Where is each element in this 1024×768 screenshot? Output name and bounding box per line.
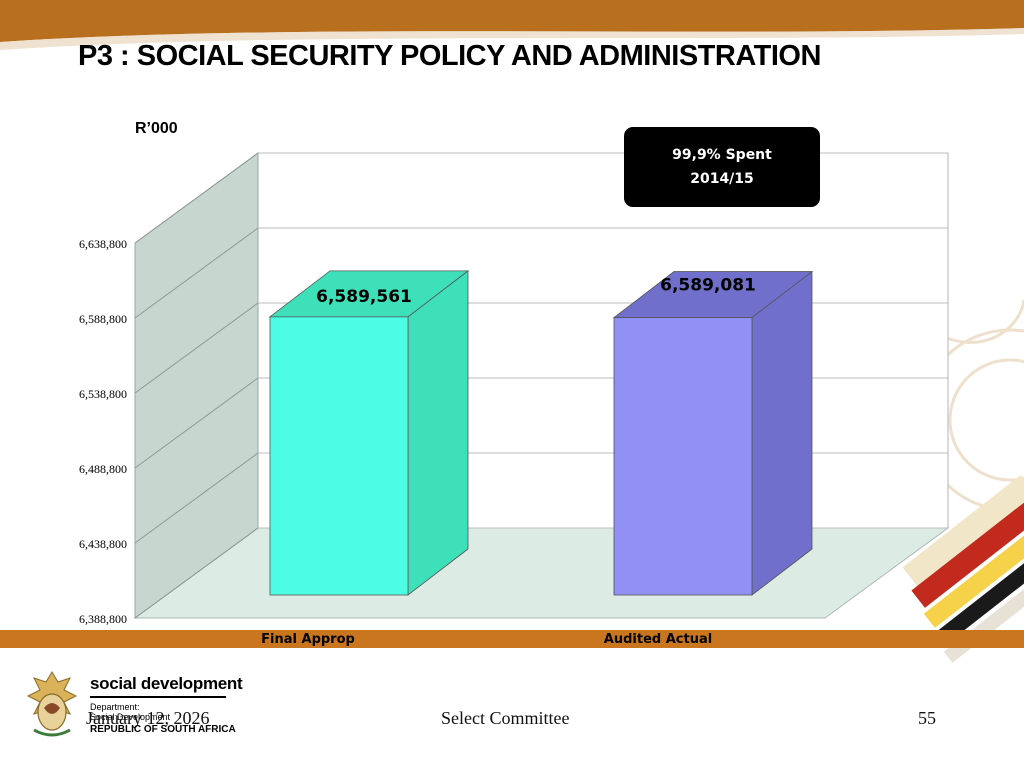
data-label: 6,589,081 — [660, 276, 756, 296]
bar — [269, 316, 409, 596]
unit-label: R’000 — [135, 120, 178, 137]
y-tick-label: 6,488,800 — [79, 462, 127, 476]
y-tick-label: 6,438,800 — [79, 537, 127, 551]
slide-title: P3 : SOCIAL SECURITY POLICY AND ADMINIST… — [78, 40, 821, 72]
gridline-side — [134, 152, 259, 244]
chart-floor — [133, 527, 950, 619]
y-tick-label: 6,638,800 — [79, 237, 127, 251]
footer-date: January 12, 2026 — [86, 708, 210, 728]
x-tick-label: Audited Actual — [604, 632, 712, 647]
coat-of-arms-icon — [26, 671, 78, 737]
gridline-side — [134, 302, 259, 394]
callout-year: 2014/15 — [690, 171, 754, 187]
footer-band — [0, 630, 1024, 648]
logo-dept-line2: Social Development — [90, 712, 171, 722]
department-logo: social development Department: Social De… — [24, 668, 244, 748]
y-tick-label: 6,588,800 — [79, 312, 127, 326]
top-band — [0, 0, 1024, 50]
page-number: 55 — [918, 708, 936, 728]
callout-percent: 99,9% Spent — [672, 147, 772, 163]
y-tick-label: 6,388,800 — [79, 612, 127, 626]
logo-department: Department: Social Development — [90, 702, 170, 722]
gridline-side — [134, 527, 259, 619]
logo-rule — [90, 696, 226, 698]
y-tick-label: 6,538,800 — [79, 387, 127, 401]
data-label: 6,589,561 — [316, 287, 412, 307]
gridline-side — [134, 377, 259, 469]
gridline-side — [134, 452, 259, 544]
footer-center: Select Committee — [441, 708, 570, 728]
logo-name: social development — [90, 674, 243, 693]
bar-side — [751, 270, 813, 596]
gridline-side — [134, 227, 259, 319]
logo-country: REPUBLIC OF SOUTH AFRICA — [90, 724, 236, 735]
bar — [613, 317, 753, 596]
bar-side — [407, 270, 469, 596]
spent-callout: 99,9% Spent 2014/15 — [624, 127, 820, 207]
x-tick-label: Final Approp — [261, 632, 355, 647]
logo-dept-line1: Department: — [90, 702, 140, 712]
